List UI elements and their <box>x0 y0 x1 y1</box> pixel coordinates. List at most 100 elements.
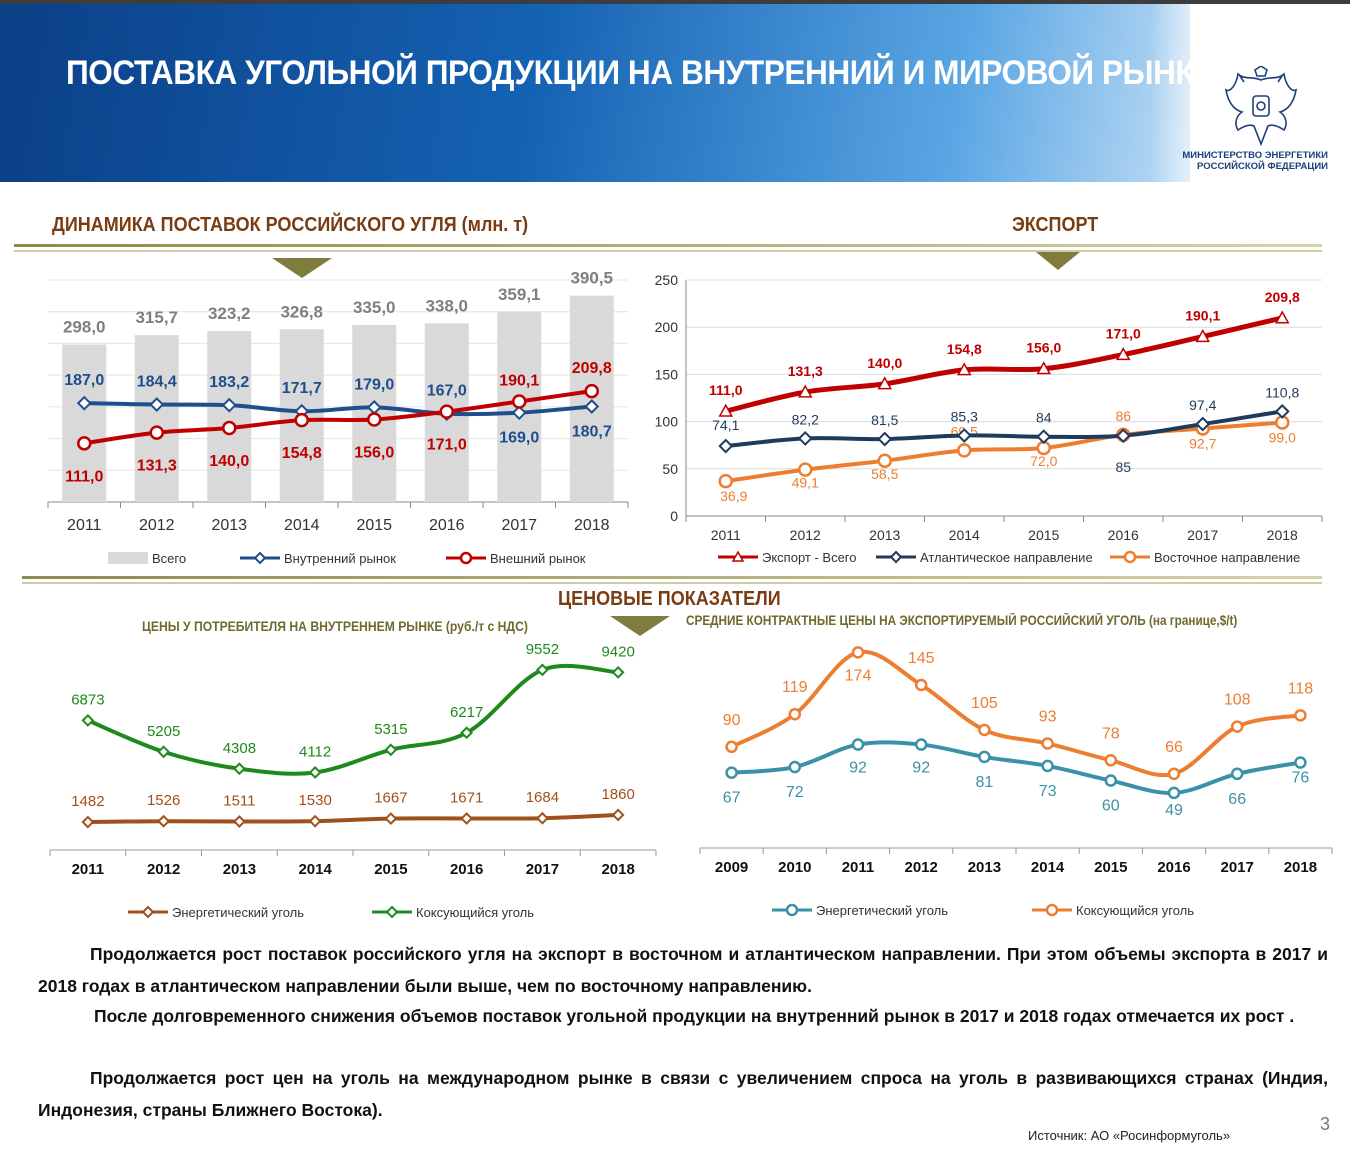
marker-atlantic-2011 <box>718 438 734 454</box>
x-tick-label: 2013 <box>968 859 1001 876</box>
marker-external-2013 <box>222 420 237 436</box>
data-label: 92,7 <box>1189 435 1216 451</box>
supply-dynamics-chart: 298,0 315,7 323,2 326,8 335,0 338,0 359,1 390,5… <box>47 269 629 566</box>
page-number: 3 <box>1320 1114 1331 1134</box>
data-label: 76 <box>1292 770 1310 787</box>
x-tick-label: 2011 <box>842 859 875 876</box>
bar-total-2011 <box>62 344 107 502</box>
marker-coking-coal-2017 <box>1230 720 1244 733</box>
legend-total-label: Всего <box>152 551 186 566</box>
source-note: Источник: АО «Росинформуголь» <box>1028 1128 1231 1143</box>
marker-domestic-2017 <box>511 405 527 421</box>
data-label: 184,4 <box>137 374 177 391</box>
data-label: 90 <box>723 712 741 729</box>
x-tick-label: 2015 <box>356 517 392 534</box>
legend-external-marker <box>459 551 473 565</box>
data-label: 99,0 <box>1269 430 1296 446</box>
data-label: 5315 <box>374 721 407 738</box>
header-background <box>0 0 1190 182</box>
data-label: 9552 <box>526 641 559 658</box>
y-tick-label: 0 <box>670 508 678 524</box>
data-label: 156,0 <box>1026 340 1061 356</box>
x-tick-label: 2016 <box>1108 527 1139 543</box>
x-tick-label: 2018 <box>601 861 634 878</box>
data-label: 1671 <box>450 789 483 806</box>
data-label: 140,0 <box>867 355 902 371</box>
marker-thermal-coal-2012 <box>157 814 171 828</box>
marker-external-2017 <box>512 394 527 409</box>
x-tick-label: 2012 <box>905 859 938 876</box>
x-tick-label: 2012 <box>139 517 175 534</box>
legend-eastern-marker <box>1123 550 1137 564</box>
y-tick-label: 250 <box>655 272 679 288</box>
marker-thermal-coal-2016 <box>460 812 474 825</box>
line-atlantic <box>725 409 1283 449</box>
data-label: 85,3 <box>951 408 978 424</box>
marker-domestic-2012 <box>149 397 165 412</box>
data-label: 72,0 <box>1030 453 1057 469</box>
marker-coking-coal-2010 <box>788 707 802 721</box>
marker-export-total-2016 <box>1115 347 1131 361</box>
x-tick-label: 2013 <box>223 861 256 878</box>
bar-label: 315,7 <box>135 308 178 327</box>
bar-total-2018 <box>569 295 614 502</box>
section-prices-title: ЦЕНОВЫЕ ПОКАЗАТЕЛИ <box>558 588 781 610</box>
data-label: 1684 <box>526 789 559 806</box>
legend-total-swatch <box>108 552 148 564</box>
x-tick-label: 2017 <box>526 861 559 878</box>
marker-coking-coal-2009 <box>725 740 738 754</box>
marker-eastern-2012 <box>798 462 813 477</box>
marker-domestic-2013 <box>221 397 237 413</box>
marker-export-total-2012 <box>797 384 813 398</box>
marker-export-total-2011 <box>718 403 734 417</box>
legend-thermal-coal-marker <box>141 905 155 919</box>
bar-label: 326,8 <box>280 302 323 321</box>
data-label: 131,3 <box>137 458 177 475</box>
data-label: 209,8 <box>1265 289 1300 305</box>
section-divider-middle <box>22 576 1322 579</box>
data-label: 187,0 <box>64 372 104 389</box>
marker-atlantic-2014 <box>956 428 972 443</box>
x-tick-label: 2013 <box>869 527 900 543</box>
x-tick-label: 2013 <box>211 517 247 534</box>
marker-thermal-coal-2017 <box>1230 767 1244 781</box>
legend-atlantic-label: Атлантическое направление <box>920 550 1093 565</box>
data-label: 1667 <box>374 790 407 807</box>
marker-thermal-coal-2016 <box>1167 786 1181 800</box>
marker-export-total-2015 <box>1036 361 1052 375</box>
data-label: 156,0 <box>354 445 394 462</box>
legend-coking-coal-label: Коксующийся уголь <box>416 905 534 920</box>
marker-thermal-coal-2015 <box>1104 774 1118 787</box>
data-label: 85 <box>1115 459 1131 475</box>
header-banner: ПОСТАВКА УГОЛЬНОЙ ПРОДУКЦИИ НА ВНУТРЕННИ… <box>0 0 1350 182</box>
data-label: 4112 <box>299 743 331 760</box>
x-tick-label: 2011 <box>67 517 102 534</box>
data-label: 6217 <box>450 704 483 721</box>
data-label: 81,5 <box>871 412 898 428</box>
bar-label: 323,2 <box>208 304 251 323</box>
data-label: 1482 <box>71 793 104 810</box>
data-label: 174 <box>845 667 872 684</box>
data-label: 60 <box>1102 798 1120 815</box>
data-label: 78 <box>1102 725 1120 742</box>
data-label: 92 <box>849 760 867 777</box>
x-tick-label: 2012 <box>790 527 821 543</box>
data-label: 49,1 <box>792 475 819 491</box>
legend-coking-coal-label: Коксующийся уголь <box>1076 903 1194 918</box>
x-tick-label: 2016 <box>429 517 465 534</box>
legend-thermal-coal-label: Энергетический уголь <box>172 905 304 920</box>
data-label: 97,4 <box>1189 397 1216 413</box>
legend-eastern-label: Восточное направление <box>1154 550 1300 565</box>
marker-coking-coal-2011 <box>81 713 95 727</box>
x-tick-label: 2017 <box>1187 527 1218 543</box>
data-label: 81 <box>976 774 994 791</box>
marker-external-2015 <box>367 412 382 427</box>
bar-total-2013 <box>207 331 252 502</box>
x-tick-label: 2014 <box>1031 859 1065 876</box>
marker-thermal-coal-2012 <box>914 738 928 751</box>
bar-label: 359,1 <box>498 285 541 304</box>
data-label: 119 <box>782 679 808 696</box>
marker-atlantic-2018 <box>1274 403 1290 419</box>
x-tick-label: 2017 <box>1221 859 1254 876</box>
x-tick-label: 2015 <box>1094 859 1127 876</box>
